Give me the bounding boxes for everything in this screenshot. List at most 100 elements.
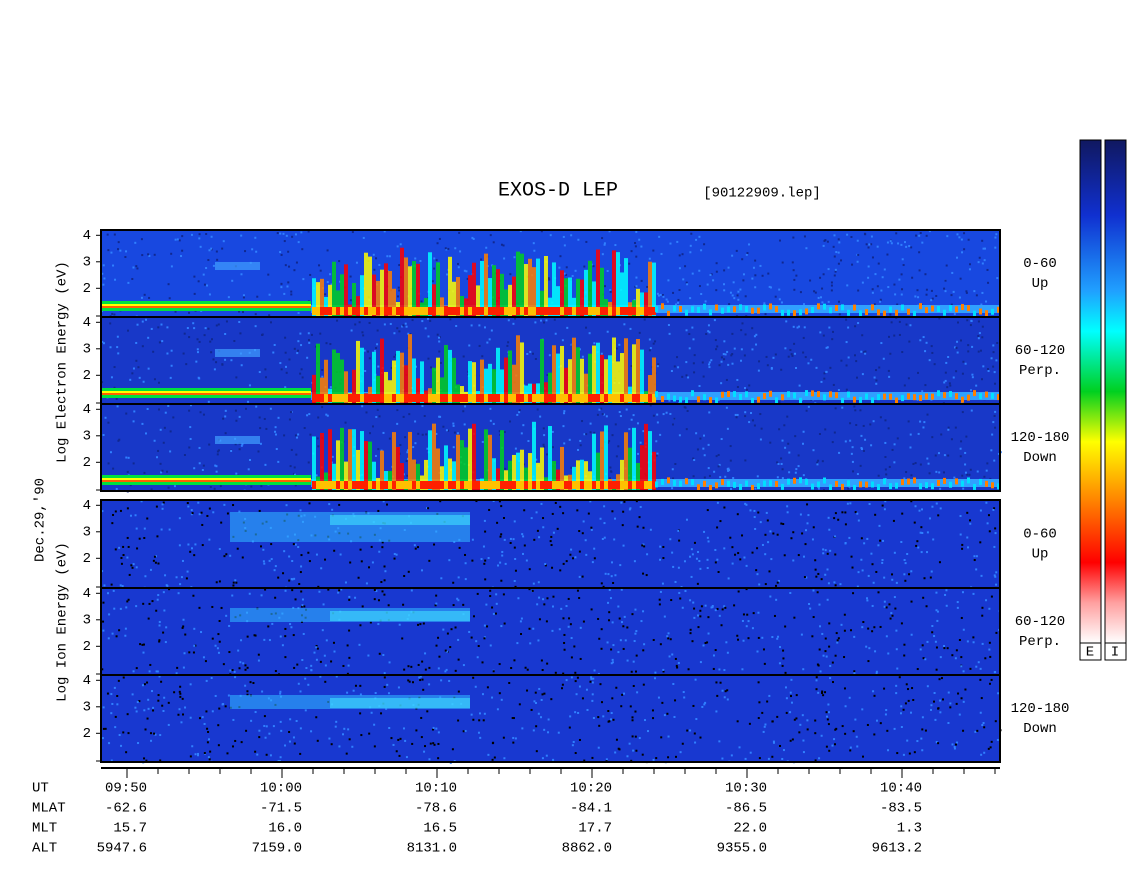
y-tick-label: 2 [83,368,91,384]
burst [640,481,644,489]
noise [290,448,293,451]
noise [268,732,271,735]
noise [903,477,906,480]
noise [958,713,961,716]
noise [955,649,958,652]
noise [767,757,770,760]
noise [442,425,445,428]
noise [451,748,454,751]
noise [677,301,680,304]
noise [181,697,184,700]
burst [480,307,484,315]
noise [160,323,163,326]
burst [679,305,682,312]
noise [940,433,943,436]
noise [725,378,728,381]
noise [977,334,980,337]
noise [604,572,607,575]
noise [718,740,721,743]
noise [804,543,807,546]
noise [450,628,453,631]
noise [608,230,611,233]
noise [634,632,637,635]
burst [444,344,448,404]
noise [827,268,830,271]
noise [947,722,950,725]
burst [436,394,440,402]
noise [376,343,379,346]
table-cell: 9613.2 [872,841,922,857]
noise [120,562,123,565]
burst [532,421,536,491]
noise [674,699,677,702]
noise [411,319,414,322]
noise [583,433,586,436]
noise [520,633,523,636]
burst [432,481,436,489]
burst [937,480,940,487]
table-cell: 7159.0 [252,841,302,857]
burst [524,307,528,315]
spectrogram [100,587,1001,677]
noise [962,700,965,703]
noise [883,508,886,511]
noise [668,332,671,335]
noise [514,569,517,572]
noise [202,464,205,467]
noise [600,647,603,650]
burst [691,390,694,397]
noise [785,697,788,700]
noise [925,288,928,291]
burst [336,307,340,315]
noise [581,420,584,423]
burst [781,483,784,490]
noise [702,375,705,378]
noise [821,287,824,290]
noise [638,238,641,241]
burst [536,394,540,402]
noise [681,606,684,609]
noise [814,568,817,571]
noise [161,507,164,510]
noise [448,679,451,682]
noise [551,566,554,569]
noise [847,326,850,329]
noise [383,230,386,233]
noise [898,278,901,281]
noise [295,436,298,439]
burst [584,307,588,315]
burst [340,359,344,404]
noise [959,277,962,280]
noise [976,470,979,473]
noise [426,447,429,450]
noise [812,589,815,592]
table-cell: 09:50 [105,781,147,797]
noise [741,619,744,622]
noise [354,323,357,326]
noise [297,546,300,549]
burst [536,481,540,489]
noise [110,759,113,762]
noise [769,286,772,289]
burst [584,461,588,491]
noise [600,582,603,585]
noise [258,729,261,732]
burst [835,392,838,399]
noise [228,624,231,627]
noise [968,473,971,476]
noise [158,639,161,642]
noise [122,545,125,548]
noise [704,300,707,303]
noise [839,583,842,586]
noise [881,561,884,564]
burst [919,303,922,310]
noise [125,606,128,609]
burst [316,307,320,315]
noise [483,637,486,640]
noise [235,472,238,475]
noise [179,583,182,586]
noise [782,749,785,752]
noise [885,709,888,712]
noise [176,666,179,669]
burst [316,481,320,489]
